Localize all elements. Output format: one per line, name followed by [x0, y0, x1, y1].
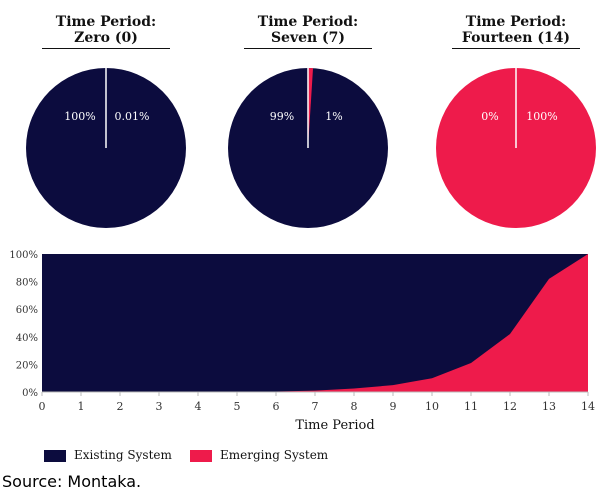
x-tick-label: 13 [542, 400, 556, 413]
x-tick-label: 12 [503, 400, 517, 413]
pie-1-slice-emerging [308, 68, 314, 148]
pie-title-0: Time Period: Zero (0) [42, 14, 170, 49]
legend-existing-swatch [44, 449, 66, 462]
x-tick-label: 9 [390, 400, 397, 413]
x-tick-label: 14 [581, 400, 595, 413]
x-tick-label: 8 [351, 400, 358, 413]
pie-1-label-existing: 99% [270, 110, 294, 123]
pie-1-label-emerging: 1% [325, 110, 342, 123]
x-tick-label: 10 [425, 400, 439, 413]
pie-title-0-rule [42, 48, 170, 49]
x-axis-title: Time Period [295, 418, 375, 433]
y-tick-label: 0% [22, 388, 38, 399]
pie-title-0-line1: Time Period: [55, 14, 157, 30]
legend-existing-label: Existing System [74, 448, 172, 462]
legend-existing: Existing System [44, 448, 172, 462]
source-note: Source: Montaka. [2, 472, 142, 491]
x-tick-label: 4 [195, 400, 202, 413]
pie-title-2-line1: Time Period: [465, 14, 567, 30]
x-tick-label: 5 [234, 400, 241, 413]
pie-title-2-line2: Fourteen (14) [461, 30, 571, 46]
pie-title-0-line2: Zero (0) [74, 30, 138, 46]
pie-0-label-emerging: 0.01% [115, 110, 150, 123]
pie-title-1-rule [244, 48, 372, 49]
pie-title-1-line2: Seven (7) [270, 30, 346, 46]
pie-2-label-existing: 0% [481, 110, 498, 123]
legend-emerging-swatch [190, 449, 212, 462]
x-tick-label: 2 [117, 400, 124, 413]
x-tick-label: 0 [39, 400, 46, 413]
y-tick-label: 20% [16, 360, 38, 371]
x-tick-label: 11 [464, 400, 478, 413]
y-tick-label: 40% [16, 333, 38, 344]
x-tick-label: 7 [312, 400, 319, 413]
pie-0-label-existing: 100% [64, 110, 95, 123]
y-tick-label: 100% [9, 250, 38, 261]
pie-title-2-rule [452, 48, 580, 49]
x-tick-label: 1 [78, 400, 85, 413]
x-tick-label: 6 [273, 400, 280, 413]
pie-title-1: Time Period: Seven (7) [244, 14, 372, 49]
pie-title-1-line1: Time Period: [257, 14, 359, 30]
legend-emerging-label: Emerging System [220, 448, 329, 462]
y-tick-label: 60% [16, 305, 38, 316]
pie-2-label-emerging: 100% [526, 110, 557, 123]
pie-title-2: Time Period: Fourteen (14) [452, 14, 580, 49]
area-emerging-system [42, 254, 588, 392]
y-tick-label: 80% [16, 278, 38, 289]
legend-emerging: Emerging System [190, 448, 328, 462]
x-tick-label: 3 [156, 400, 163, 413]
